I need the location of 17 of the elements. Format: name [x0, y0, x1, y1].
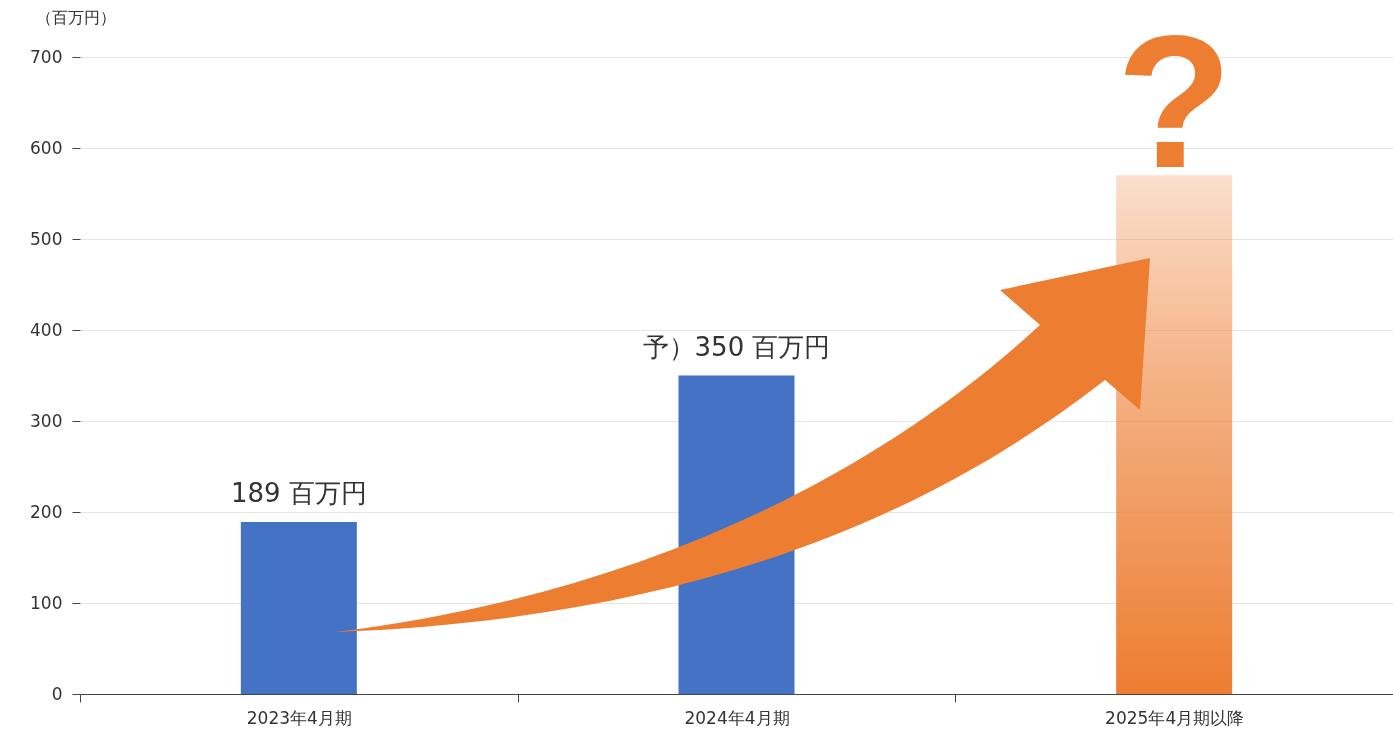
- y-tick-label: 100: [30, 592, 63, 613]
- y-tick-label: 0: [51, 683, 63, 704]
- bar: [1116, 175, 1233, 694]
- y-tick-label: 300: [30, 410, 63, 431]
- y-tick-label: 400: [30, 319, 63, 340]
- bar: [240, 522, 357, 694]
- data-label: 189 百万円: [230, 478, 367, 509]
- data-label: 予）350 百万円: [642, 331, 831, 362]
- y-axis-title: （百万円）: [35, 7, 116, 27]
- x-tick-label: 2023年4月期: [246, 707, 352, 728]
- y-tick-label: 600: [30, 137, 63, 158]
- annotation: ?: [1116, 0, 1233, 208]
- y-tick-label: 700: [30, 46, 63, 67]
- x-tick-label: 2024年4月期: [684, 707, 790, 728]
- y-tick-label: 200: [30, 501, 63, 522]
- x-tick-label: 2025年4月期以降: [1105, 707, 1245, 728]
- y-tick-label: 500: [30, 228, 63, 249]
